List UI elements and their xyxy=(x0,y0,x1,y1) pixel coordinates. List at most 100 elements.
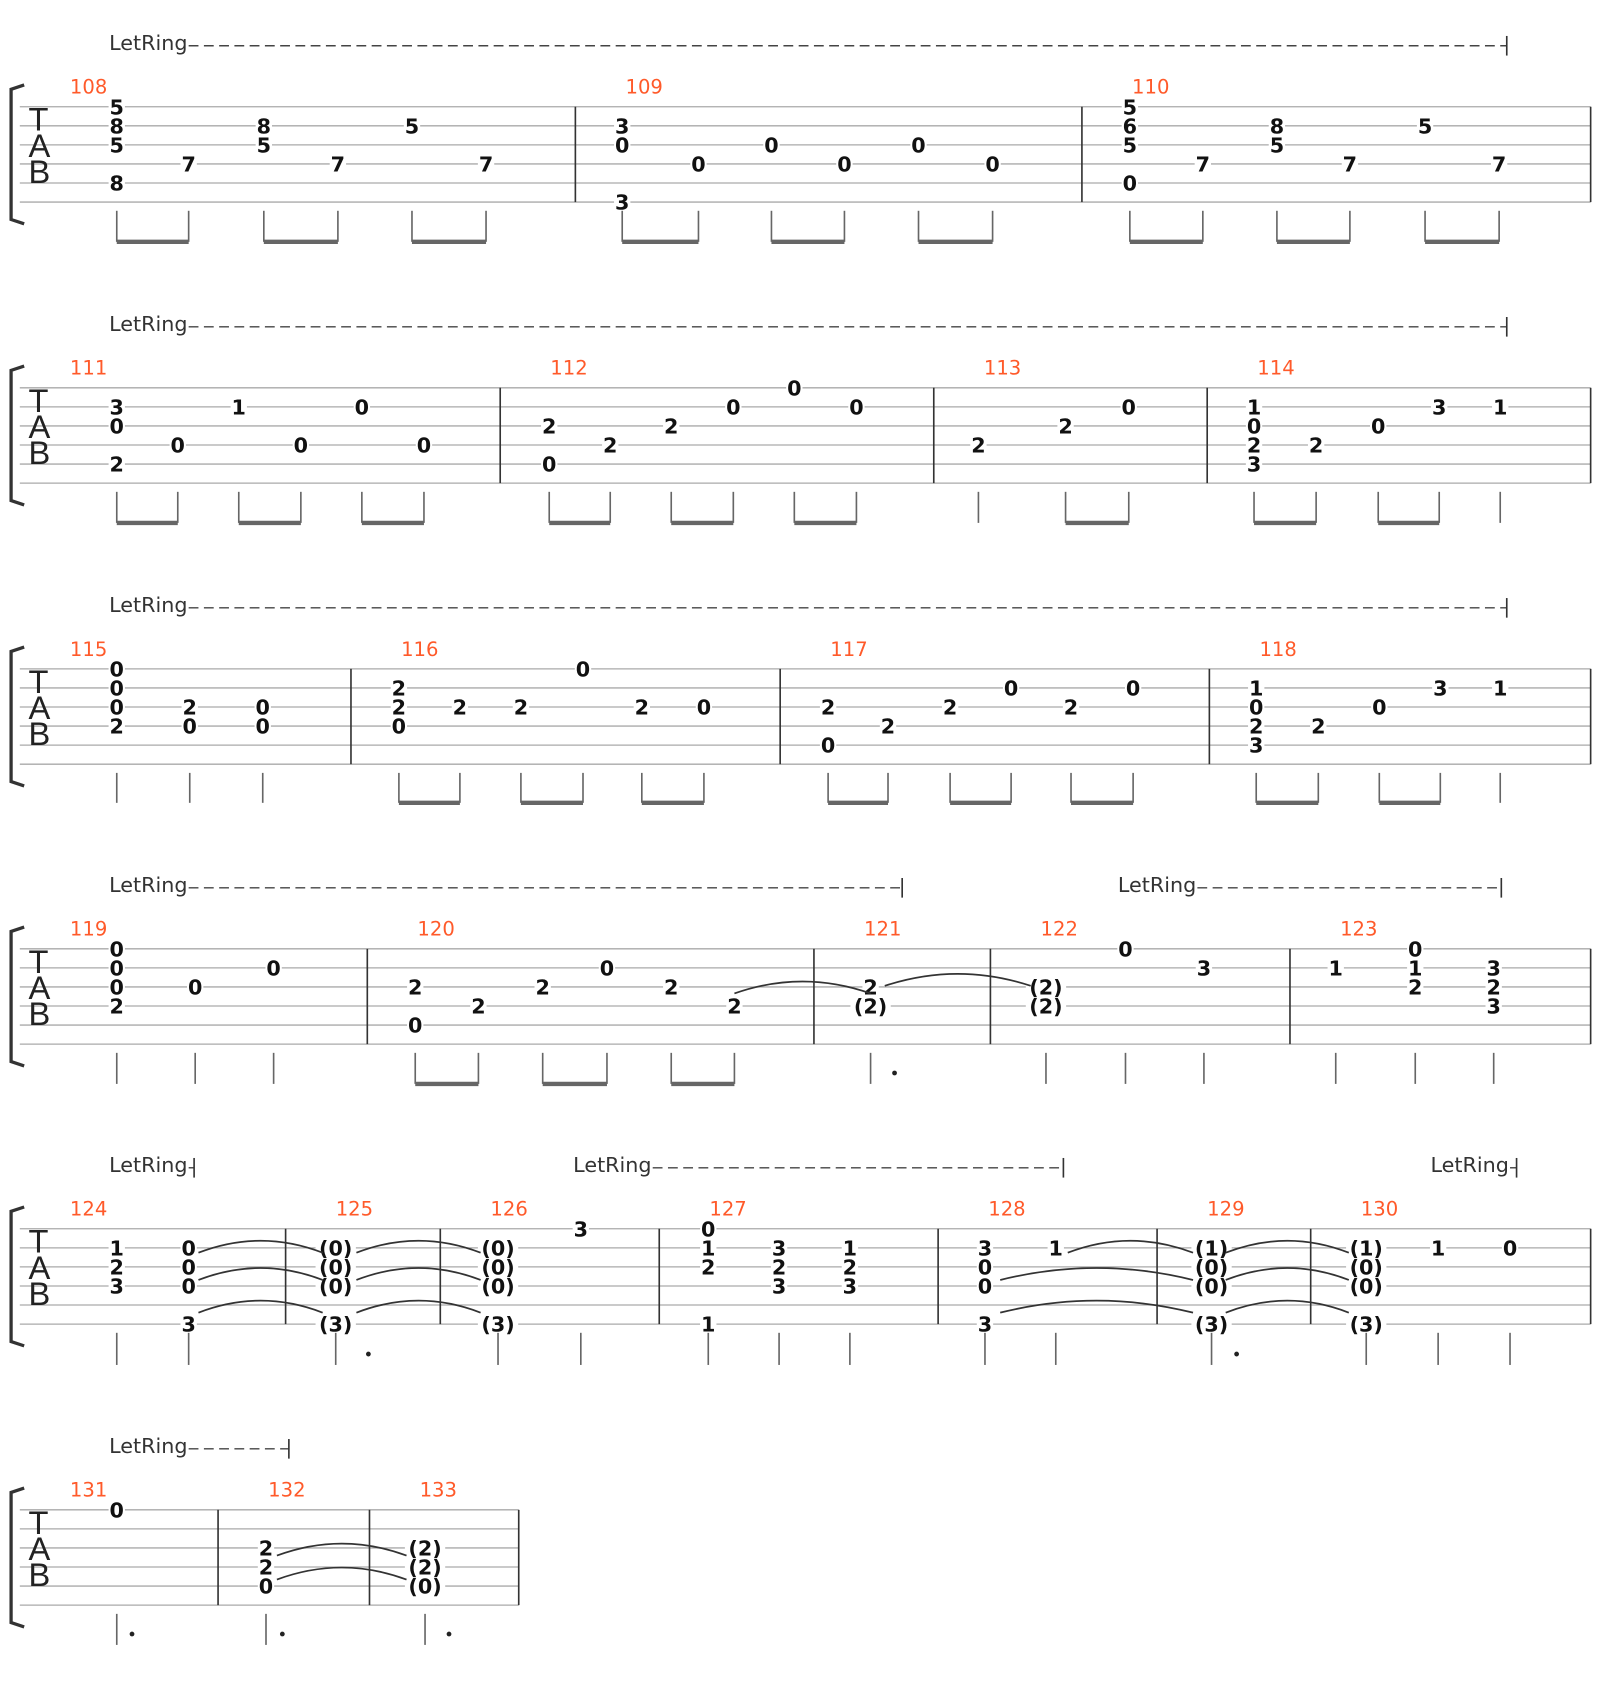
tab-system: LetRingTAB111302010001122022000113220114… xyxy=(9,312,1592,526)
fret-number: 0 xyxy=(183,715,197,739)
fret-number: 2 xyxy=(843,1256,857,1280)
fret-background xyxy=(404,1558,446,1577)
fret-background xyxy=(976,1277,994,1296)
tie-arc xyxy=(356,1299,481,1314)
fret-background xyxy=(1248,698,1265,717)
fret-number: 0 xyxy=(764,134,778,158)
measure-number: 111 xyxy=(70,357,107,380)
fret-background xyxy=(1341,155,1359,174)
fret-number: 2 xyxy=(259,1537,273,1561)
fret-number: 1 xyxy=(1493,395,1507,419)
fret-background xyxy=(390,698,408,717)
fret-number: 3 xyxy=(1433,677,1447,701)
fret-background xyxy=(451,698,469,717)
fret-background xyxy=(180,1239,197,1258)
fret-background xyxy=(1407,959,1424,978)
fret-number: 3 xyxy=(110,395,124,419)
letring-label: LetRing xyxy=(109,1434,187,1458)
fret-number: 0 xyxy=(181,1275,195,1299)
fret-number: 2 xyxy=(471,995,485,1019)
fret-number: 0 xyxy=(1503,1236,1517,1260)
fret-background xyxy=(700,1220,717,1239)
measure-number: 118 xyxy=(1259,638,1296,661)
fret-background xyxy=(1248,679,1265,698)
fret-number: 8 xyxy=(257,114,271,138)
fret-number: 1 xyxy=(1408,957,1422,981)
fret-background xyxy=(1490,155,1508,174)
measure-number: 131 xyxy=(70,1479,107,1502)
fret-background xyxy=(1485,978,1502,997)
fret-number: 7 xyxy=(331,153,345,177)
fret-background xyxy=(1191,1239,1232,1258)
measure-number: 125 xyxy=(336,1198,373,1221)
fret-background xyxy=(315,1315,356,1334)
fret-background xyxy=(187,978,204,997)
fret-number: 2 xyxy=(1311,715,1325,739)
tab-clef-letter: B xyxy=(29,715,51,752)
fret-background xyxy=(1121,117,1139,136)
fret-number: 2 xyxy=(259,1556,273,1580)
fret-background xyxy=(1346,1258,1387,1277)
fret-number: 0 xyxy=(849,395,863,419)
fret-background xyxy=(1124,679,1142,698)
fret-number: 0 xyxy=(1249,696,1263,720)
fret-number: 0 xyxy=(615,134,629,158)
fret-background xyxy=(770,1258,788,1277)
fret-background xyxy=(1057,417,1074,436)
tie-arc xyxy=(198,1267,323,1281)
measure-number: 110 xyxy=(1132,76,1169,99)
fret-background xyxy=(850,997,891,1016)
fret-number: 2 xyxy=(542,415,556,439)
fret-number: 2 xyxy=(1408,976,1422,1000)
fret-background xyxy=(1370,417,1387,436)
fret-number: 5 xyxy=(257,134,271,158)
fret-number: 2 xyxy=(110,995,124,1019)
tab-clef-letter: T xyxy=(29,663,49,700)
fret-number: 1 xyxy=(1249,677,1263,701)
fret-background xyxy=(1310,717,1327,736)
fret-number: 0 xyxy=(691,153,705,177)
fret-background xyxy=(663,417,680,436)
fret-background xyxy=(477,1239,519,1258)
fret-background xyxy=(1492,398,1509,417)
tie-arc xyxy=(276,1542,407,1557)
fret-number: 3 xyxy=(574,1217,588,1241)
measure-number: 117 xyxy=(830,638,867,661)
measure-number: 113 xyxy=(984,357,1021,380)
fret-background xyxy=(1307,436,1325,455)
tab-clef-letter: A xyxy=(29,689,51,726)
fret-background xyxy=(108,997,125,1016)
fret-number: 8 xyxy=(110,172,124,196)
fret-background xyxy=(1245,455,1263,474)
fret-number: 0 xyxy=(294,434,308,458)
measure-number: 121 xyxy=(864,918,901,941)
fret-number: 1 xyxy=(1247,395,1261,419)
fret-background xyxy=(1268,117,1286,136)
fret-number: 7 xyxy=(1343,153,1357,177)
fret-background xyxy=(477,1258,519,1277)
fret-number: 0 xyxy=(417,434,431,458)
fret-background xyxy=(108,1258,125,1277)
fret-number: 2 xyxy=(1486,976,1500,1000)
measure-number: 119 xyxy=(70,918,107,941)
fret-background xyxy=(180,1315,197,1334)
rhythm-dot xyxy=(446,1631,452,1637)
tab-clef-letter: T xyxy=(29,943,49,980)
system-bracket xyxy=(9,83,25,226)
fret-background xyxy=(1327,959,1344,978)
fret-number: 2 xyxy=(664,415,678,439)
fret-number: 7 xyxy=(1492,153,1506,177)
fret-number: 3 xyxy=(615,114,629,138)
fret-number: 5 xyxy=(1270,134,1284,158)
fret-number: 5 xyxy=(1418,114,1432,138)
fret-number: 0 xyxy=(985,153,999,177)
fret-background xyxy=(602,436,619,455)
fret-background xyxy=(700,1315,717,1334)
fret-number: 7 xyxy=(181,153,195,177)
tab-clef-letter: B xyxy=(29,153,51,190)
fret-background xyxy=(1245,417,1263,436)
rhythm-dot xyxy=(1234,1351,1239,1357)
fret-background xyxy=(512,698,530,717)
tab-clef-letter: B xyxy=(29,995,51,1032)
